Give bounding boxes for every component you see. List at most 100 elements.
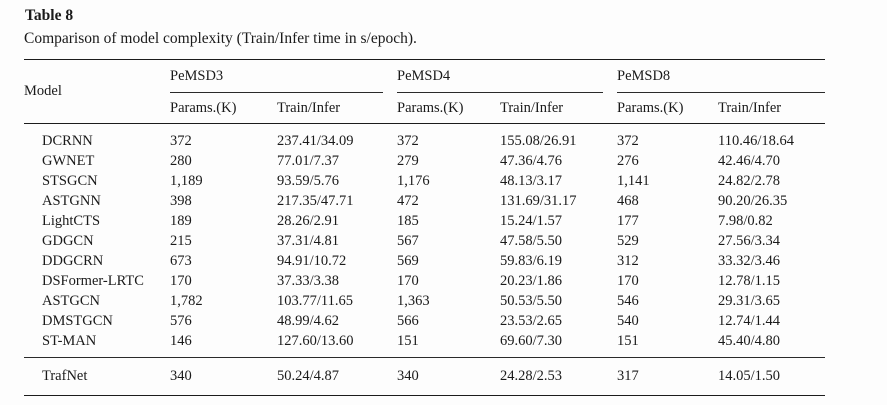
value-cell: 28.26/2.91 xyxy=(277,213,340,229)
value-cell: 151 xyxy=(397,333,419,349)
table-row: DMSTGCN 576 48.99/4.62 566 23.53/2.65 540 12.7… xyxy=(24,311,825,331)
value-cell: 24.28/2.53 xyxy=(500,357,617,396)
value-cell: 673 xyxy=(170,253,192,269)
value-cell: 59.83/6.19 xyxy=(500,253,563,269)
table-caption: Comparison of model complexity (Train/In… xyxy=(24,30,417,47)
value-cell: 317 xyxy=(617,357,718,396)
value-cell: 47.36/4.76 xyxy=(500,153,563,169)
value-cell: 50.53/5.50 xyxy=(500,293,563,309)
value-cell: 146 xyxy=(170,333,192,349)
column-header-params-pemsd3: Params.(K) xyxy=(170,93,277,124)
group-label: PeMSD4 xyxy=(397,68,451,84)
group-label: PeMSD3 xyxy=(170,68,224,84)
value-cell: 567 xyxy=(397,233,419,249)
value-cell: 1,363 xyxy=(397,293,430,309)
value-cell: 566 xyxy=(397,313,419,329)
model-name-cell: DMSTGCN xyxy=(42,313,113,329)
value-cell: 24.82/2.78 xyxy=(718,173,781,189)
value-cell: 215 xyxy=(170,233,192,249)
value-cell: 1,189 xyxy=(170,173,203,189)
table-row: GDGCN 215 37.31/4.81 567 47.58/5.50 529 27.56/… xyxy=(24,231,825,251)
value-cell: 276 xyxy=(617,153,639,169)
value-cell: 529 xyxy=(617,233,639,249)
value-cell: 29.31/3.65 xyxy=(718,293,781,309)
value-cell: 237.41/34.09 xyxy=(277,133,354,149)
model-name-cell: DSFormer-LRTC xyxy=(42,273,144,289)
value-cell: 217.35/47.71 xyxy=(277,193,354,209)
model-name-cell: ST-MAN xyxy=(42,333,97,349)
table-row: GWNET 280 77.01/7.37 279 47.36/4.76 276 42.46/… xyxy=(24,151,825,171)
value-cell: 48.99/4.62 xyxy=(277,313,340,329)
sub-header-row: Params.(K) Train/Infer Params.(K) Train/… xyxy=(24,93,825,124)
value-cell: 151 xyxy=(617,333,639,349)
value-cell: 33.32/3.46 xyxy=(718,253,781,269)
value-cell: 468 xyxy=(617,193,639,209)
value-cell: 94.91/10.72 xyxy=(277,253,347,269)
value-cell: 372 xyxy=(397,133,419,149)
value-cell: 93.59/5.76 xyxy=(277,173,340,189)
value-cell: 37.31/4.81 xyxy=(277,233,340,249)
column-header-params-pemsd4: Params.(K) xyxy=(397,93,500,124)
value-cell: 27.56/3.34 xyxy=(718,233,781,249)
column-header-traininfer-pemsd4: Train/Infer xyxy=(500,93,617,124)
footer-row: TrafNet 340 50.24/4.87 340 24.28/2.53 317 14.0… xyxy=(24,357,825,396)
group-header-row: Model PeMSD3 PeMSD4 PeMSD8 xyxy=(24,59,825,124)
value-cell: 42.46/4.70 xyxy=(718,153,781,169)
group-label: PeMSD8 xyxy=(617,68,671,84)
model-name-cell: DCRNN xyxy=(42,133,93,149)
value-cell: 103.77/11.65 xyxy=(277,293,353,309)
value-cell: 1,176 xyxy=(397,173,430,189)
model-name-cell: TrafNet xyxy=(24,357,170,396)
value-cell: 340 xyxy=(170,357,277,396)
value-cell: 37.33/3.38 xyxy=(277,273,340,289)
value-cell: 372 xyxy=(617,133,639,149)
table-row: DDGCRN 673 94.91/10.72 569 59.83/6.19 312 33.3… xyxy=(24,251,825,271)
model-name-cell: ASTGNN xyxy=(42,193,101,209)
value-cell: 398 xyxy=(170,193,192,209)
value-cell: 90.20/26.35 xyxy=(718,193,788,209)
model-name-cell: STSGCN xyxy=(42,173,98,189)
value-cell: 131.69/31.17 xyxy=(500,193,577,209)
table-header: Model PeMSD3 PeMSD4 PeMSD8 Params.(K) Tr… xyxy=(24,59,825,124)
value-cell: 189 xyxy=(170,213,192,229)
value-cell: 312 xyxy=(617,253,639,269)
table-row: ASTGCN 1,782 103.77/11.65 1,363 50.53/5.50 54… xyxy=(24,291,825,311)
table-row: LightCTS 189 28.26/2.91 185 15.24/1.57 177 7.9… xyxy=(24,211,825,231)
value-cell: 1,141 xyxy=(617,173,650,189)
value-cell: 14.05/1.50 xyxy=(718,357,825,396)
value-cell: 45.40/4.80 xyxy=(718,333,781,349)
value-cell: 576 xyxy=(170,313,192,329)
value-cell: 155.08/26.91 xyxy=(500,133,577,149)
value-cell: 110.46/18.64 xyxy=(718,133,794,149)
value-cell: 170 xyxy=(170,273,192,289)
value-cell: 372 xyxy=(170,133,192,149)
table-footer: TrafNet 340 50.24/4.87 340 24.28/2.53 317 14.0… xyxy=(24,357,825,396)
table-row: DCRNN 372 237.41/34.09 372 155.08/26.91 372 11… xyxy=(24,124,825,152)
column-header-traininfer-pemsd8: Train/Infer xyxy=(718,93,825,124)
group-header-pemsd3: PeMSD3 xyxy=(170,60,397,93)
model-name-cell: GWNET xyxy=(42,153,95,169)
model-name-cell: LightCTS xyxy=(42,213,101,229)
value-cell: 15.24/1.57 xyxy=(500,213,563,229)
value-cell: 127.60/13.60 xyxy=(277,333,354,349)
value-cell: 12.74/1.44 xyxy=(718,313,781,329)
table-row: STSGCN 1,189 93.59/5.76 1,176 48.13/3.17 1,14… xyxy=(24,171,825,191)
value-cell: 177 xyxy=(617,213,639,229)
value-cell: 47.58/5.50 xyxy=(500,233,563,249)
model-name-cell: GDGCN xyxy=(42,233,94,249)
column-header-traininfer-pemsd3: Train/Infer xyxy=(277,93,397,124)
value-cell: 546 xyxy=(617,293,639,309)
value-cell: 69.60/7.30 xyxy=(500,333,563,349)
table-row: DSFormer-LRTC 170 37.33/3.38 170 20.23/1.86 1… xyxy=(24,271,825,291)
group-header-pemsd8: PeMSD8 xyxy=(617,60,825,93)
value-cell: 23.53/2.65 xyxy=(500,313,563,329)
table-row: ASTGNN 398 217.35/47.71 472 131.69/31.17 468 9… xyxy=(24,191,825,211)
value-cell: 48.13/3.17 xyxy=(500,173,563,189)
model-name-cell: DDGCRN xyxy=(42,253,104,269)
value-cell: 20.23/1.86 xyxy=(500,273,563,289)
value-cell: 279 xyxy=(397,153,419,169)
column-header-model: Model xyxy=(24,59,170,124)
value-cell: 472 xyxy=(397,193,419,209)
value-cell: 280 xyxy=(170,153,192,169)
